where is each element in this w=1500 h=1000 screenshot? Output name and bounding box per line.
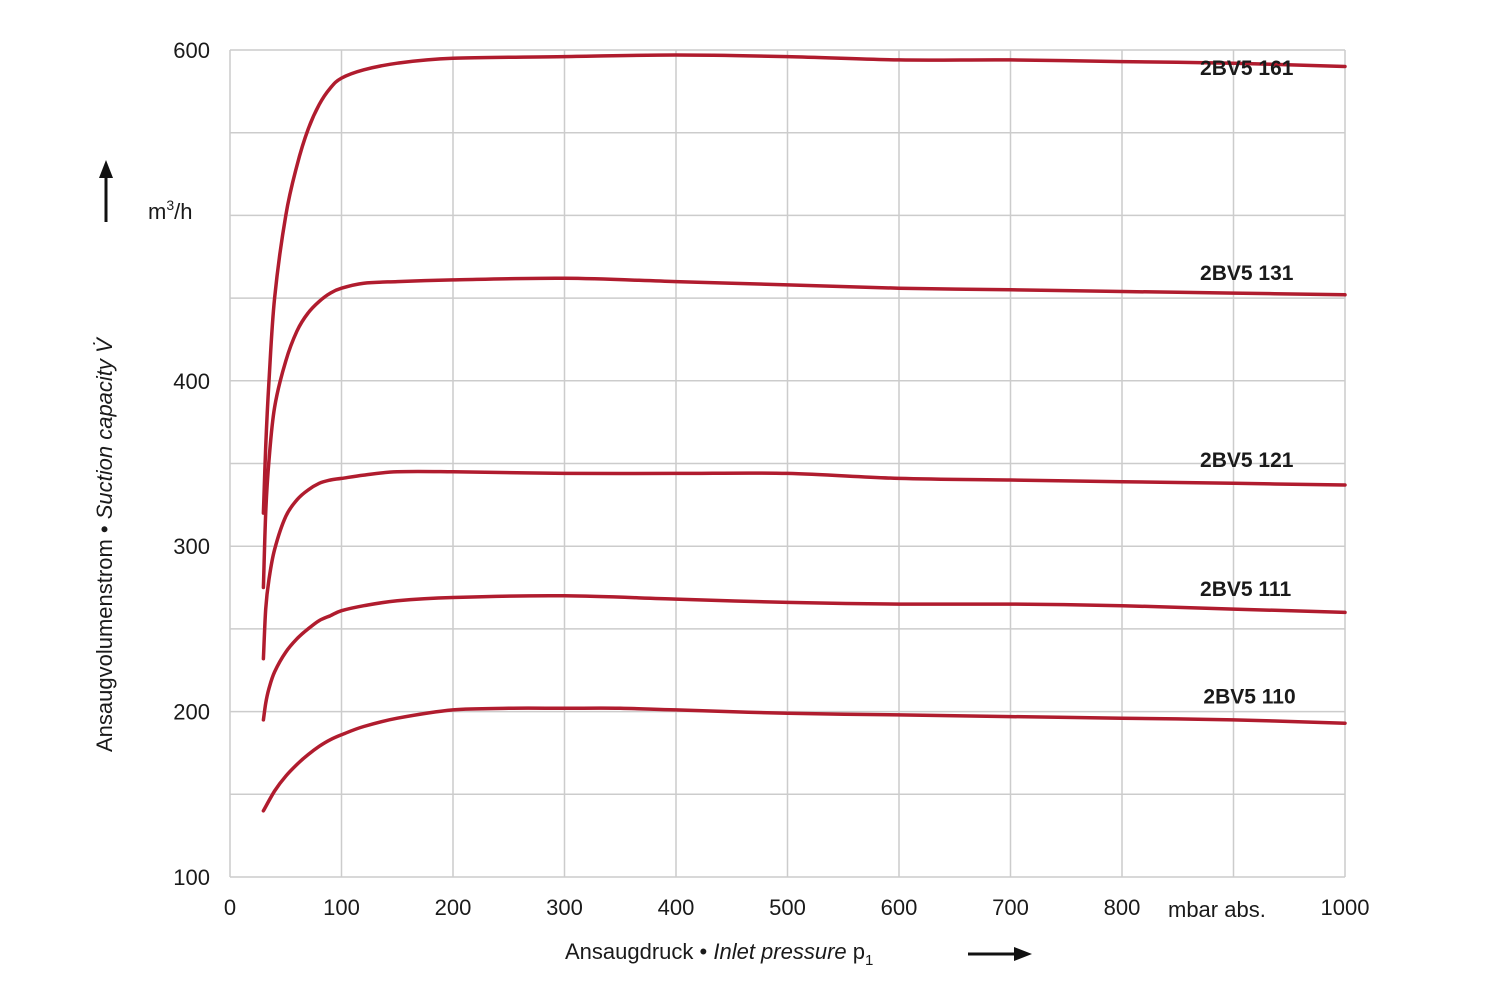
series-label: 2BV5 110 [1203,685,1295,708]
x-tick-label: 500 [769,895,806,920]
y-tick-label: 300 [173,534,210,559]
x-axis-title: Ansaugdruck • Inlet pressure p1 [565,939,873,969]
x-unit-label: mbar abs. [1168,897,1266,922]
x-tick-label: 0 [224,895,236,920]
y-tick-label: 600 [173,38,210,63]
y-tick-label: 400 [173,369,210,394]
series-labels: 2BV5 161 2BV5 131 2BV5 121 2BV5 111 2BV5 110 [1200,57,1296,709]
y-unit-label: m3/h [148,197,192,224]
x-tick-label: 700 [992,895,1029,920]
x-tick-label: 100 [323,895,360,920]
x-tick-label: 400 [658,895,695,920]
y-tick-label: 100 [173,865,210,890]
axes: 0 100 200 300 400 500 600 700 800 1000 100 200 300 40… [173,38,1369,920]
series-label: 2BV5 131 [1200,262,1294,285]
series-line [261,276,1347,590]
x-tick-label: 600 [881,895,918,920]
series-label: 2BV5 121 [1200,449,1294,472]
series-line [261,594,1347,722]
x-axis-arrow [968,947,1032,961]
series-line [261,53,1347,515]
y-tick-label: 200 [173,700,210,725]
series-line [261,706,1347,813]
series-label: 2BV5 111 [1200,578,1291,601]
x-tick-label: 800 [1104,895,1141,920]
x-tick-label: 1000 [1321,895,1370,920]
series-label: 2BV5 161 [1200,57,1294,80]
y-axis-title: Ansaugvolumenstrom • Suction capacity V̇ [92,336,117,752]
x-tick-label: 200 [435,895,472,920]
grid [229,49,1346,878]
x-tick-label: 300 [546,895,583,920]
series-line [261,469,1347,661]
series-lines [261,53,1347,813]
y-axis-arrow [99,160,113,222]
